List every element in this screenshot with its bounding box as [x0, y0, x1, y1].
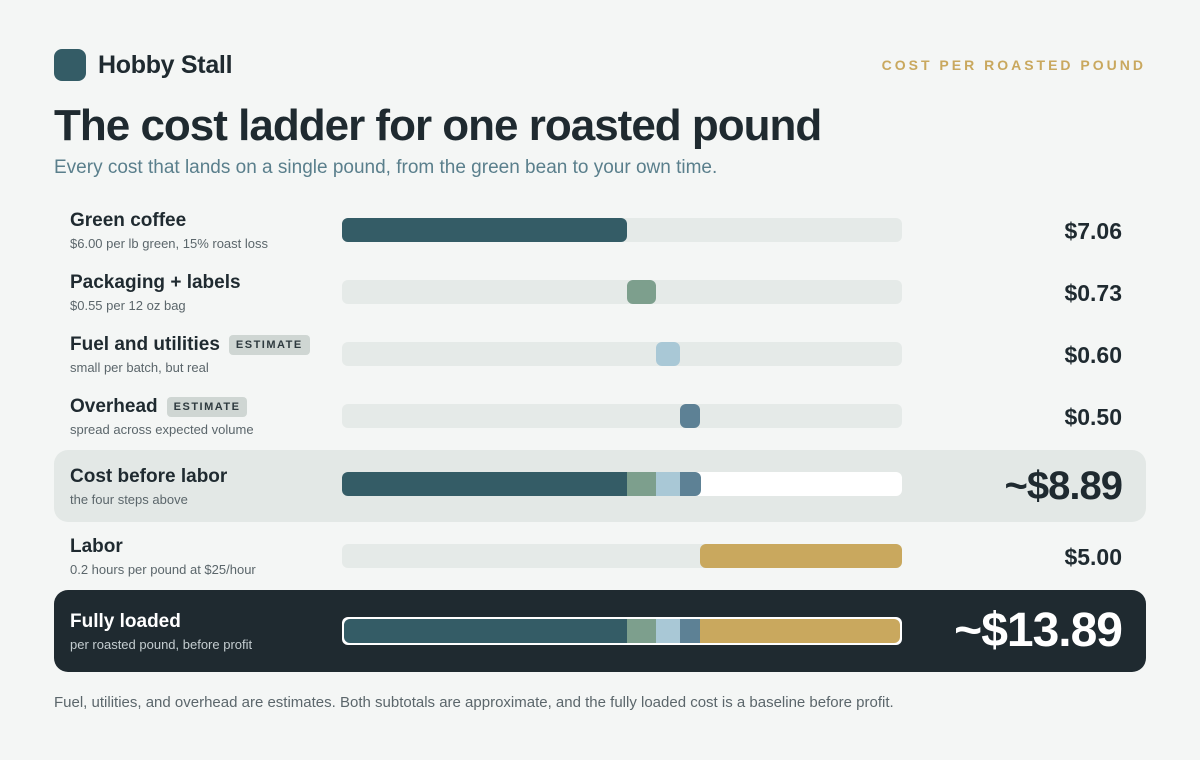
row-sublabel: the four steps above	[70, 492, 188, 507]
bar-segment-overhead	[679, 619, 701, 643]
row-label: Overhead ESTIMATE	[70, 396, 248, 418]
row-label: Cost before labor	[70, 466, 228, 487]
bar-segment-fuel-and-utilities	[655, 619, 681, 643]
row-sublabel: $6.00 per lb green, 15% roast loss	[70, 236, 269, 251]
bar-segment-packaging-labels	[626, 280, 657, 304]
bar-segment-packaging-labels	[626, 619, 657, 643]
bar-segment-labor	[699, 619, 901, 643]
ladder-row-labor: Labor 0.2 hours per pound at $25/hour $5…	[54, 536, 1146, 582]
bar-segment-packaging-labels	[626, 472, 657, 496]
ladder-row-fuel-utilities: Fuel and utilities ESTIMATE small per bat…	[54, 334, 1146, 380]
row-amount: $0.50	[1064, 404, 1122, 430]
estimate-badge: ESTIMATE	[228, 335, 310, 355]
bar-segment-labor	[700, 544, 902, 568]
row-sublabel: small per batch, but real	[70, 360, 209, 375]
ladder-row-green-coffee: Green coffee $6.00 per lb green, 15% roa…	[54, 210, 1146, 256]
bar-segment-green-coffee	[342, 472, 628, 496]
row-sublabel: per roasted pound, before profit	[70, 637, 253, 652]
row-sublabel: 0.2 hours per pound at $25/hour	[70, 562, 256, 577]
row-bar-track	[342, 218, 902, 242]
row-bar-track	[342, 544, 902, 568]
row-bar-track	[342, 280, 902, 304]
row-label: Packaging + labels	[70, 272, 241, 293]
page-subtitle: Every cost that lands on a single pound,…	[54, 157, 718, 178]
row-sublabel: spread across expected volume	[70, 422, 254, 437]
header: Hobby Stall COST PER ROASTED POUND	[54, 48, 1146, 82]
row-bar-track	[342, 404, 902, 428]
row-amount: ~$13.89	[954, 604, 1123, 657]
row-amount: $0.73	[1064, 280, 1122, 306]
subtotal-row-cost-before-labor: Cost before labor the four steps above ~…	[54, 450, 1146, 522]
bar-segment-green-coffee	[342, 218, 627, 242]
row-bar-track	[342, 617, 902, 645]
row-amount: $0.60	[1064, 342, 1122, 368]
row-label: Fully loaded	[70, 611, 181, 632]
row-bar-track	[342, 342, 902, 366]
bar-segment-fuel-and-utilities	[656, 342, 681, 366]
page-title: The cost ladder for one roasted pound	[54, 101, 822, 150]
row-amount: ~$8.89	[1004, 464, 1123, 508]
bar-segment-overhead	[680, 404, 701, 428]
eyebrow-label: COST PER ROASTED POUND	[881, 57, 1146, 73]
bar-segment-overhead	[680, 472, 701, 496]
row-sublabel: $0.55 per 12 oz bag	[70, 298, 186, 313]
estimate-badge: ESTIMATE	[166, 397, 248, 417]
footnote: Fuel, utilities, and overhead are estima…	[54, 694, 894, 711]
row-bar-track	[342, 472, 902, 496]
total-row-fully-loaded: Fully loaded per roasted pound, before p…	[54, 590, 1146, 672]
row-amount: $7.06	[1064, 218, 1122, 244]
row-label: Green coffee	[70, 210, 187, 231]
row-label: Labor	[70, 536, 123, 557]
bar-segment-fuel-and-utilities	[656, 472, 681, 496]
row-label: Fuel and utilities ESTIMATE	[70, 334, 310, 356]
bar-segment-green-coffee	[344, 619, 628, 643]
row-amount: $5.00	[1064, 544, 1122, 570]
ladder-row-overhead: Overhead ESTIMATE spread across expected …	[54, 396, 1146, 442]
brand-logo	[54, 49, 86, 81]
brand-name: Hobby Stall	[98, 50, 233, 79]
ladder-row-packaging: Packaging + labels $0.55 per 12 oz bag $…	[54, 272, 1146, 318]
